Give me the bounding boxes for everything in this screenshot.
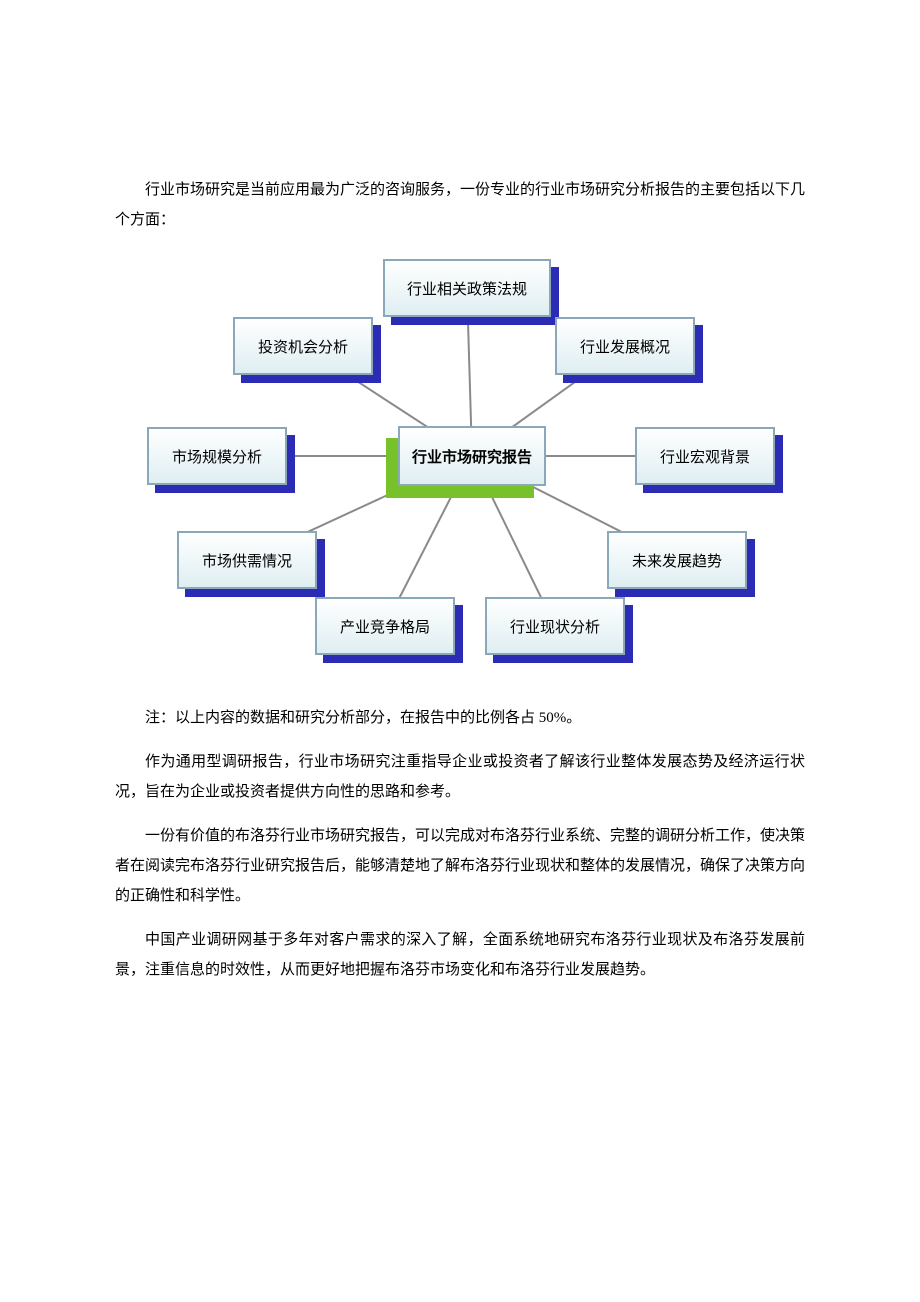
diagram-node-label: 产业竞争格局 [315,597,455,655]
paragraph-2: 作为通用型调研报告，行业市场研究注重指导企业或投资者了解该行业整体发展态势及经济… [115,747,805,807]
diagram-node-n8: 市场规模分析 [147,427,287,485]
diagram-center-label: 行业市场研究报告 [398,426,546,486]
diagram-node-label: 行业发展概况 [555,317,695,375]
diagram-node-n7: 市场供需情况 [177,531,317,589]
diagram-node-label: 市场供需情况 [177,531,317,589]
diagram-node-n5: 行业现状分析 [485,597,625,655]
diagram-node-n1: 行业相关政策法规 [383,259,551,317]
diagram-node-n3: 行业宏观背景 [635,427,775,485]
diagram-node-n4: 未来发展趋势 [607,531,747,589]
report-structure-diagram: 行业相关政策法规行业发展概况行业宏观背景未来发展趋势行业现状分析产业竞争格局 市场… [115,249,805,679]
diagram-node-label: 行业相关政策法规 [383,259,551,317]
paragraph-4: 中国产业调研网基于多年对客户需求的深入了解，全面系统地研究布洛芬行业现状及布洛芬… [115,925,805,985]
note-paragraph: 注：以上内容的数据和研究分析部分，在报告中的比例各占 50%。 [115,703,805,733]
diagram-node-label: 市场规模分析 [147,427,287,485]
diagram-node-n6: 产业竞争格局 [315,597,455,655]
paragraph-3: 一份有价值的布洛芬行业市场研究报告，可以完成对布洛芬行业系统、完整的调研分析工作… [115,821,805,911]
diagram-node-n9: 投资机会分析 [233,317,373,375]
diagram-node-n2: 行业发展概况 [555,317,695,375]
diagram-node-label: 投资机会分析 [233,317,373,375]
diagram-node-label: 行业宏观背景 [635,427,775,485]
intro-paragraph: 行业市场研究是当前应用最为广泛的咨询服务，一份专业的行业市场研究分析报告的主要包… [115,175,805,235]
diagram-center-node: 行业市场研究报告 [398,426,546,486]
diagram-node-label: 未来发展趋势 [607,531,747,589]
diagram-node-label: 行业现状分析 [485,597,625,655]
